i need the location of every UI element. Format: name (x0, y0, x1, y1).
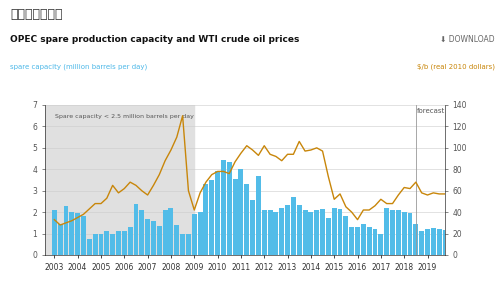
Bar (116, 231, 121, 255)
Bar (64, 206, 68, 255)
Text: 价格上涨的能力: 价格上涨的能力 (10, 8, 62, 20)
Bar (414, 224, 418, 255)
Bar (384, 208, 389, 255)
Bar (221, 160, 226, 255)
Bar (52, 210, 57, 255)
Bar (350, 227, 354, 255)
Bar (436, 229, 442, 255)
Bar (402, 212, 406, 255)
Bar (87, 239, 92, 255)
Bar (145, 219, 150, 255)
Bar (192, 214, 196, 255)
Bar (70, 212, 74, 255)
Bar (314, 210, 319, 255)
Bar (366, 227, 372, 255)
Bar (81, 216, 86, 255)
Bar (238, 169, 244, 255)
Bar (140, 210, 144, 255)
Bar (361, 224, 366, 255)
Bar (332, 208, 336, 255)
Bar (104, 231, 110, 255)
Bar (431, 228, 436, 255)
Bar (390, 210, 395, 255)
Bar (308, 212, 314, 255)
Bar (297, 205, 302, 255)
Bar (262, 210, 266, 255)
Bar (134, 204, 138, 255)
Text: Spare capacity < 2.5 million barrels per day: Spare capacity < 2.5 million barrels per… (56, 114, 194, 118)
Bar (344, 216, 348, 255)
Bar (425, 229, 430, 255)
Bar (419, 231, 424, 255)
Bar (186, 234, 191, 255)
Bar (280, 208, 284, 255)
Bar (355, 227, 360, 255)
Bar (378, 234, 384, 255)
Bar (232, 179, 237, 255)
Bar (274, 212, 278, 255)
Text: ⬇ DOWNLOAD: ⬇ DOWNLOAD (440, 34, 495, 43)
Bar (174, 225, 179, 255)
Bar (291, 197, 296, 255)
Bar (58, 224, 62, 255)
Bar (45, 105, 195, 255)
Bar (302, 210, 308, 255)
Bar (98, 234, 103, 255)
Bar (408, 213, 412, 255)
Bar (326, 218, 331, 255)
Bar (372, 229, 378, 255)
Bar (320, 209, 325, 255)
Bar (168, 208, 173, 255)
Bar (162, 210, 168, 255)
Bar (396, 210, 401, 255)
Text: spare capacity (million barrels per day): spare capacity (million barrels per day) (10, 63, 147, 70)
Bar (122, 231, 126, 255)
Bar (256, 176, 261, 255)
Text: $/b (real 2010 dollars): $/b (real 2010 dollars) (417, 63, 495, 70)
Bar (151, 221, 156, 255)
Bar (227, 162, 232, 255)
Bar (215, 171, 220, 255)
Bar (92, 234, 98, 255)
Bar (338, 209, 342, 255)
Text: OPEC spare production capacity and WTI crude oil prices: OPEC spare production capacity and WTI c… (10, 34, 300, 43)
Bar (128, 227, 132, 255)
Bar (268, 210, 272, 255)
Bar (180, 234, 185, 255)
Bar (204, 184, 208, 255)
Bar (110, 234, 115, 255)
Bar (198, 212, 202, 255)
Bar (75, 213, 80, 255)
Bar (285, 205, 290, 255)
Bar (210, 180, 214, 255)
Bar (250, 200, 255, 255)
Text: forecast: forecast (417, 108, 446, 114)
Bar (157, 226, 162, 255)
Bar (244, 184, 249, 255)
Bar (442, 230, 448, 255)
